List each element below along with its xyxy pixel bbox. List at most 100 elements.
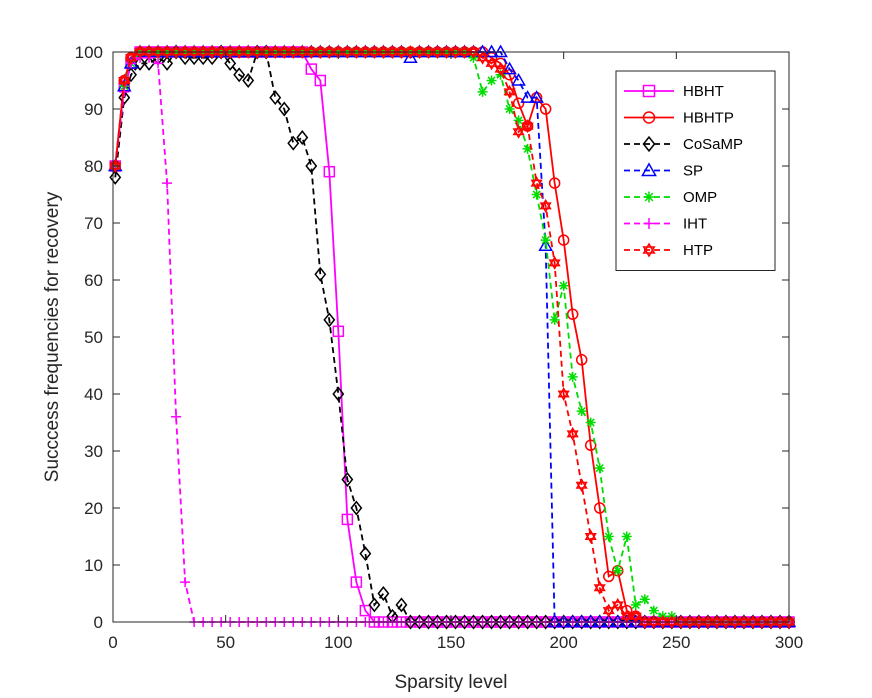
data-point-cosamp — [233, 67, 246, 83]
data-point-hbht — [341, 513, 354, 526]
y-tick-label: 60 — [84, 271, 103, 290]
y-axis-label: Succcess frequencies for recovery — [42, 191, 63, 482]
data-point-cosamp — [359, 546, 372, 562]
data-point-omp — [621, 531, 632, 542]
data-point-hbht — [323, 165, 336, 178]
data-point-cosamp — [440, 614, 453, 630]
data-point-cosamp — [458, 614, 471, 630]
x-axis-label: Sparsity level — [395, 672, 508, 693]
data-point-sp — [520, 90, 535, 103]
data-point-htp — [314, 44, 327, 60]
data-point-htp — [539, 198, 552, 213]
data-point-cosamp — [224, 55, 237, 71]
data-point-htp — [251, 44, 264, 60]
data-point-hbht — [332, 325, 345, 338]
data-point-htp — [593, 580, 606, 595]
data-point-cosamp — [575, 614, 588, 630]
data-point-htp — [638, 615, 651, 629]
data-point-htp — [269, 44, 282, 60]
data-point-htp — [233, 45, 246, 59]
data-point-cosamp — [602, 614, 615, 630]
data-point-htp — [674, 615, 687, 629]
data-point-sp — [511, 72, 526, 86]
data-point-htp — [728, 615, 741, 629]
data-point-cosamp — [629, 614, 642, 630]
data-point-omp — [540, 235, 551, 246]
data-point-hbhtp — [512, 97, 525, 110]
data-point-htp — [467, 44, 480, 60]
data-point-cosamp — [566, 614, 579, 630]
y-tick-label: 0 — [94, 613, 103, 632]
y-tick-label: 40 — [84, 385, 103, 404]
data-point-cosamp — [593, 614, 606, 630]
data-point-cosamp — [118, 90, 131, 106]
data-point-sp — [529, 90, 544, 103]
data-point-htp — [377, 44, 390, 60]
data-point-sp — [538, 238, 553, 252]
legend-marker-hbht — [642, 84, 656, 98]
data-point-cosamp — [422, 614, 435, 630]
legend: HBHT HBHTP CoSaMP SP OMP IHT HTP — [615, 70, 776, 271]
data-point-htp — [701, 614, 714, 630]
data-point-omp — [522, 143, 533, 154]
data-point-htp — [118, 73, 131, 88]
legend-box — [615, 70, 776, 271]
data-point-cosamp — [521, 614, 534, 630]
x-tick-label: 200 — [549, 633, 577, 652]
data-point-htp — [305, 45, 318, 59]
data-point-htp — [287, 44, 300, 60]
data-point-cosamp — [269, 90, 282, 106]
data-point-cosamp — [557, 614, 570, 630]
data-point-htp — [278, 44, 291, 60]
x-tick-label: 250 — [662, 633, 690, 652]
data-point-htp — [170, 44, 183, 60]
data-point-htp — [521, 119, 534, 134]
data-point-cosamp — [548, 614, 561, 630]
data-point-omp — [603, 531, 614, 542]
data-point-htp — [368, 44, 381, 60]
data-point-cosamp — [611, 614, 624, 630]
data-point-htp — [485, 56, 498, 71]
data-point-omp — [531, 189, 542, 200]
data-point-cosamp — [109, 169, 122, 185]
data-point-htp — [188, 44, 201, 60]
data-point-omp — [639, 594, 650, 605]
data-point-htp — [197, 44, 210, 60]
data-point-iht — [171, 411, 182, 422]
legend-marker-omp — [643, 191, 655, 203]
data-point-hbhtp — [575, 354, 588, 366]
data-point-hbht — [305, 63, 318, 75]
data-point-omp — [648, 605, 659, 616]
data-point-hbht — [314, 74, 327, 87]
data-point-htp — [755, 615, 769, 629]
data-point-htp — [764, 614, 778, 630]
data-point-htp — [656, 615, 669, 629]
legend-entry-htp: HTP — [624, 242, 713, 259]
data-point-htp — [386, 44, 399, 60]
data-point-omp — [504, 104, 515, 114]
data-point-htp — [719, 614, 732, 630]
data-point-htp — [629, 609, 642, 624]
data-point-htp — [431, 44, 444, 60]
data-point-htp — [602, 603, 615, 618]
data-point-htp — [260, 44, 273, 60]
data-point-cosamp — [287, 135, 300, 151]
x-tick-label: 100 — [324, 633, 352, 652]
data-point-cosamp — [332, 386, 345, 402]
data-point-omp — [585, 417, 596, 428]
data-point-cosamp — [278, 101, 291, 117]
data-point-hbhtp — [557, 234, 570, 246]
data-point-hbhtp — [539, 103, 552, 115]
data-point-sp — [502, 61, 517, 75]
data-point-cosamp — [404, 614, 417, 630]
data-point-hbhtp — [602, 570, 615, 583]
tick-labels: 0 50 100 150 200 250 300 0 10 20 30 40 50 60 70 80 90 100 — [75, 43, 804, 652]
legend-entry-sp: SP — [624, 162, 703, 180]
data-point-htp — [548, 255, 561, 270]
data-point-htp — [395, 45, 408, 59]
legend-label-omp: OMP — [683, 189, 717, 206]
x-tick-label: 150 — [437, 633, 465, 652]
x-tick-label: 50 — [216, 633, 235, 652]
data-point-htp — [737, 615, 750, 629]
